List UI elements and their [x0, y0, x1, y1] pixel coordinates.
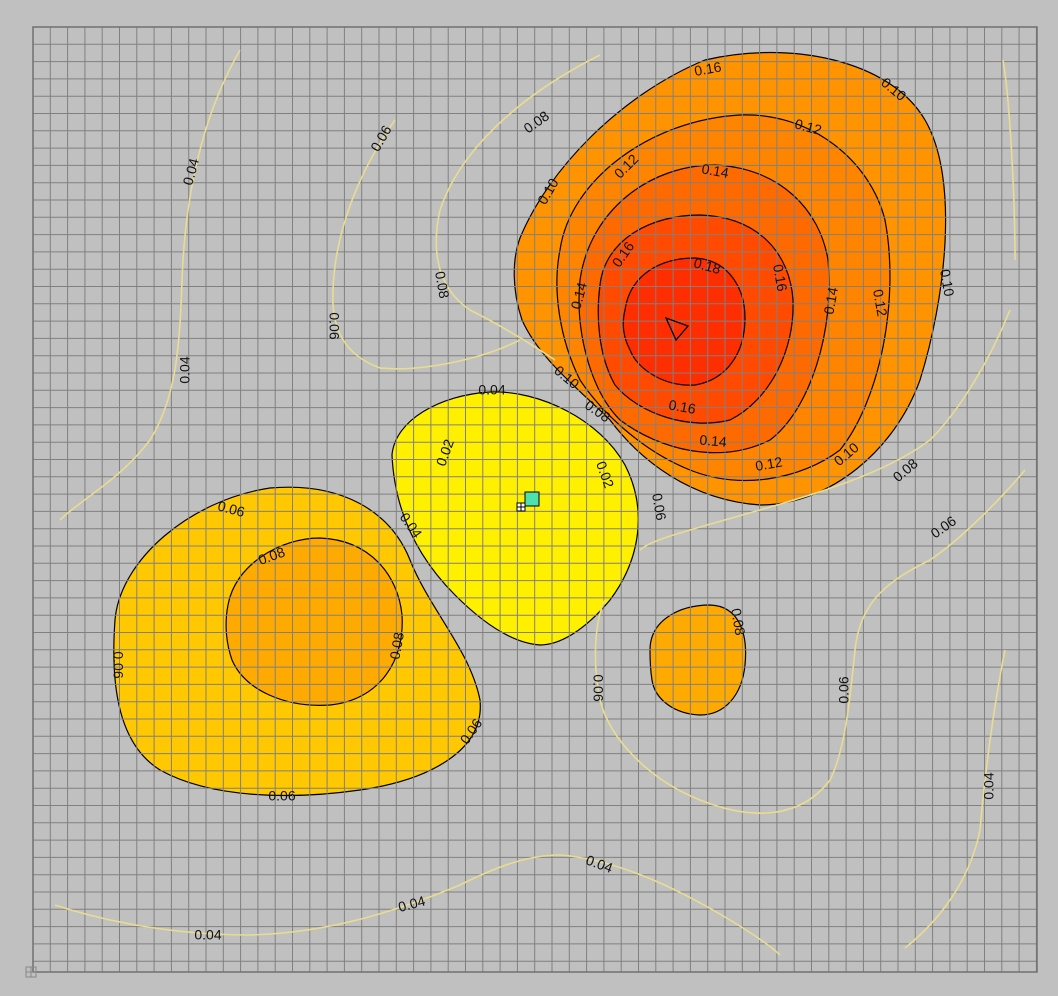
contour-label: 0.08	[432, 270, 453, 300]
contour-line	[54, 854, 781, 956]
contour-label: 0.06	[836, 676, 852, 703]
contour-label: 0.12	[754, 453, 784, 474]
contour-label: 0.14	[699, 432, 728, 450]
contour-line	[904, 649, 1006, 949]
peak-marker	[664, 316, 690, 342]
contour-line	[594, 469, 1026, 814]
grid	[32, 26, 1038, 973]
contour-label: 0.08	[728, 607, 749, 637]
contour-region-0.02	[391, 391, 639, 646]
contour-label: 0.14	[820, 286, 841, 316]
contour-label: 0.04	[396, 892, 427, 915]
contour-label: 0.06	[649, 492, 670, 522]
contour-label: 0.04	[179, 156, 202, 187]
contour-line	[59, 49, 241, 521]
contour-line	[332, 119, 521, 370]
plot-frame	[32, 26, 1038, 973]
contour-label: 0.04	[981, 772, 997, 799]
contour-line	[1002, 59, 1016, 261]
contour-label: 0.06	[110, 651, 126, 678]
contour-line	[435, 54, 601, 361]
contour-label: 0.16	[693, 58, 723, 79]
contour-region-0.08-left	[225, 537, 403, 706]
contour-label: 0.16	[667, 396, 697, 417]
contour-label: 0.12	[870, 288, 891, 318]
contour-label: 0.06	[326, 312, 342, 339]
contour-label: 0.06	[216, 497, 247, 520]
center-marker	[524, 491, 540, 507]
contour-label: 0.08	[386, 631, 407, 661]
contour-label: 0.06	[268, 788, 295, 804]
contour-label: 0.06	[590, 674, 606, 701]
contour-label: 0.18	[692, 254, 723, 277]
contour-line	[639, 309, 1011, 551]
contour-label: 0.04	[478, 382, 505, 398]
contour-label: 0.04	[194, 927, 221, 943]
contour-label: 0.16	[770, 263, 791, 293]
contour-label: 0.14	[567, 280, 590, 311]
contour-label: 0.04	[177, 356, 193, 383]
contour-label: 0.10	[937, 268, 958, 298]
contour-label: 0.14	[700, 160, 730, 181]
contour-label: 0.12	[793, 115, 824, 138]
